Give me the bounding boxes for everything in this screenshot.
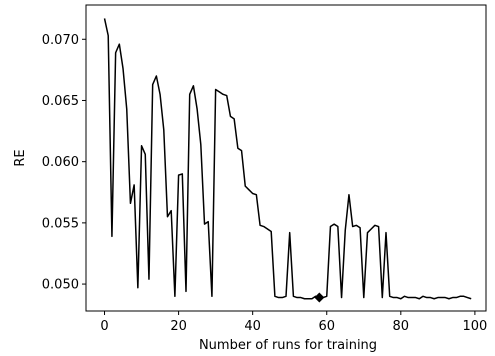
- y-tick-label: 0.055: [42, 216, 79, 231]
- y-tick-label: 0.070: [42, 33, 79, 48]
- x-tick-label: 0: [100, 319, 108, 334]
- x-tick-label: 80: [393, 319, 410, 334]
- y-axis-ticks: 0.050 0.055 0.060 0.065 0.070: [42, 33, 86, 293]
- series-line: [103, 18, 472, 300]
- x-tick-label: 60: [318, 319, 335, 334]
- y-axis-label: RE: [13, 149, 28, 166]
- min-marker-diamond: [314, 292, 325, 303]
- x-tick-label: 20: [170, 319, 187, 334]
- plot-frame: [85, 4, 487, 312]
- y-tick-label: 0.060: [42, 155, 79, 170]
- y-tick-label: 0.065: [42, 94, 79, 109]
- x-tick-label: 40: [244, 319, 261, 334]
- y-tick-label: 0.050: [42, 278, 79, 293]
- x-tick-label: 100: [462, 319, 487, 334]
- x-axis-ticks: 0 20 40 60 80 100: [100, 311, 487, 334]
- x-axis-label: Number of runs for training: [199, 338, 377, 353]
